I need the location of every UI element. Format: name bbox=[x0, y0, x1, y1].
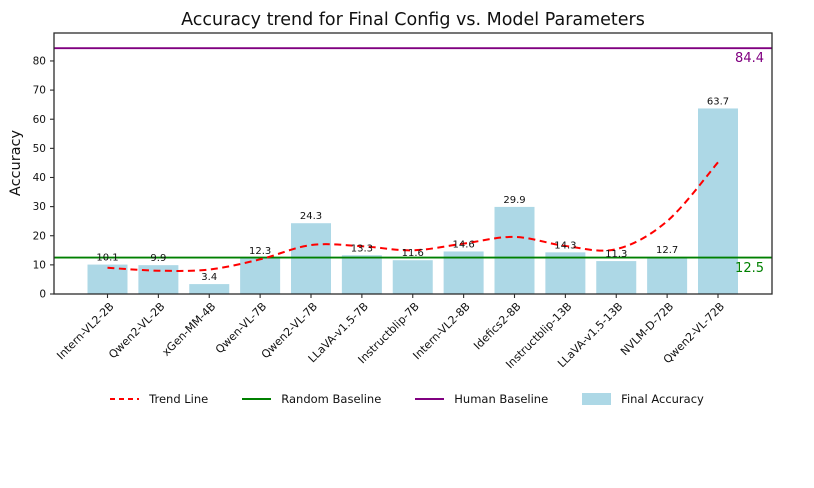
y-tick-label: 40 bbox=[33, 172, 46, 184]
x-tick-label: xGen-MM-4B bbox=[160, 300, 219, 359]
bar-value-label: 13.3 bbox=[351, 243, 373, 254]
bar-value-label: 11.6 bbox=[402, 248, 424, 259]
legend-label: Random Baseline bbox=[281, 392, 382, 406]
y-tick-label: 30 bbox=[33, 201, 46, 213]
bar-value-label: 12.3 bbox=[249, 246, 271, 257]
y-tick-label: 20 bbox=[33, 230, 46, 242]
legend-item-human-baseline: Human Baseline bbox=[415, 392, 548, 406]
final-accuracy-swatch-icon bbox=[582, 393, 612, 405]
bar-value-label: 63.7 bbox=[707, 96, 729, 107]
bar bbox=[240, 258, 281, 294]
bar-value-label: 10.1 bbox=[96, 253, 118, 264]
human-baseline-label: 84.4 bbox=[735, 51, 764, 67]
bar bbox=[545, 252, 586, 294]
bar-value-label: 9.9 bbox=[150, 253, 166, 264]
legend-item-trend-line: Trend Line bbox=[110, 392, 208, 406]
bar-value-label: 11.3 bbox=[605, 249, 627, 260]
y-tick-label: 50 bbox=[33, 143, 46, 155]
bar-value-label: 24.3 bbox=[300, 211, 322, 222]
legend-item-random-baseline: Random Baseline bbox=[242, 392, 381, 406]
bar-value-label: 29.9 bbox=[503, 195, 525, 206]
bar-value-label: 14.6 bbox=[452, 239, 474, 250]
legend-label: Final Accuracy bbox=[621, 392, 704, 406]
bar bbox=[443, 251, 484, 294]
bar-value-label: 14.3 bbox=[554, 240, 576, 251]
bar bbox=[647, 257, 688, 294]
bar bbox=[494, 206, 535, 294]
bar-value-label: 3.4 bbox=[201, 272, 217, 283]
bar bbox=[596, 261, 637, 294]
bar bbox=[698, 108, 738, 294]
bar bbox=[291, 223, 331, 294]
x-tick-label: Idefics2-8B bbox=[471, 300, 523, 352]
legend-label: Human Baseline bbox=[454, 392, 549, 406]
y-tick-label: 80 bbox=[33, 56, 46, 68]
legend: Trend Line Random Baseline Human Baselin… bbox=[0, 392, 814, 406]
y-tick-label: 10 bbox=[33, 259, 46, 271]
legend-item-final-accuracy: Final Accuracy bbox=[582, 392, 704, 406]
bar bbox=[341, 255, 382, 294]
trend-line-swatch-icon bbox=[110, 397, 140, 401]
x-tick-label: Qwen-VL-7B bbox=[213, 300, 269, 356]
bar bbox=[392, 260, 433, 294]
random-baseline-label: 12.5 bbox=[735, 260, 764, 276]
random-baseline-swatch-icon bbox=[242, 397, 272, 401]
y-tick-label: 60 bbox=[33, 114, 46, 126]
y-tick-label: 70 bbox=[33, 85, 46, 97]
bar bbox=[189, 284, 230, 294]
legend-label: Trend Line bbox=[149, 392, 209, 406]
human-baseline-swatch-icon bbox=[415, 397, 445, 401]
y-tick-label: 0 bbox=[39, 289, 46, 301]
chart-title: Accuracy trend for Final Config vs. Mode… bbox=[181, 10, 645, 30]
bar-value-label: 12.7 bbox=[656, 245, 678, 256]
